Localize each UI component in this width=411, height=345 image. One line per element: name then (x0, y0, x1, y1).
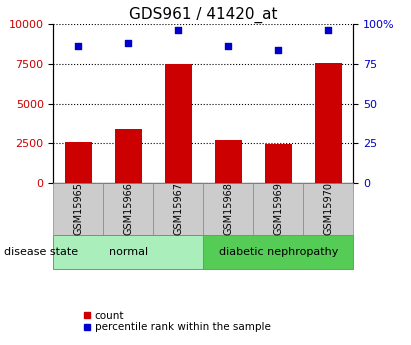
Bar (115, 129, 142, 183)
Bar (65, 142, 92, 183)
Text: GSM15967: GSM15967 (173, 182, 183, 235)
Text: GSM15968: GSM15968 (224, 182, 233, 235)
Text: GSM15969: GSM15969 (273, 182, 284, 235)
Text: GSM15966: GSM15966 (123, 182, 134, 235)
Title: GDS961 / 41420_at: GDS961 / 41420_at (129, 7, 278, 23)
Point (175, 28, 182, 33)
Bar (265, 144, 292, 183)
Point (225, 43, 232, 49)
Text: disease state: disease state (4, 247, 78, 257)
Text: diabetic nephropathy: diabetic nephropathy (219, 247, 338, 257)
Point (75, 43, 82, 49)
Text: GSM15970: GSM15970 (323, 182, 333, 235)
Text: normal: normal (109, 247, 148, 257)
Bar (315, 63, 342, 183)
Bar (165, 64, 192, 183)
Point (325, 28, 332, 33)
Point (275, 47, 282, 52)
Point (125, 40, 132, 46)
Legend: count, percentile rank within the sample: count, percentile rank within the sample (79, 306, 275, 336)
Bar (215, 140, 242, 183)
Text: GSM15965: GSM15965 (74, 182, 83, 235)
